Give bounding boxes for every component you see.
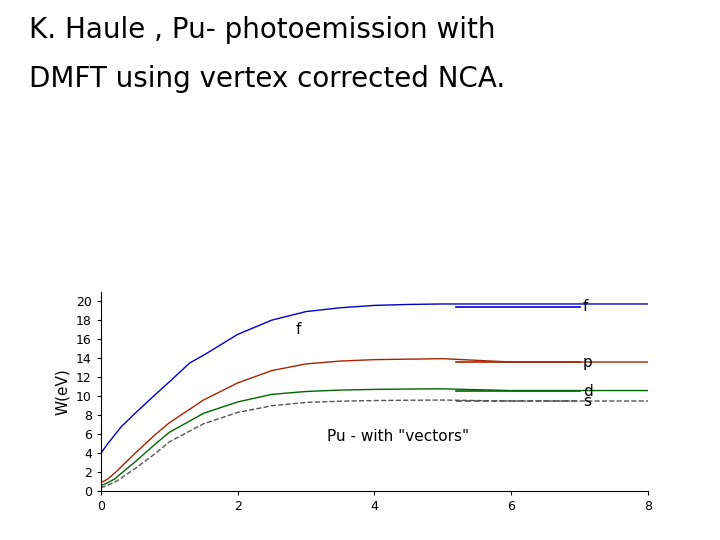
Text: Pu - with "vectors": Pu - with "vectors" xyxy=(327,429,469,444)
Text: p: p xyxy=(583,354,593,369)
Text: DMFT using vertex corrected NCA.: DMFT using vertex corrected NCA. xyxy=(29,65,505,93)
Text: s: s xyxy=(583,394,591,409)
Text: f: f xyxy=(583,299,588,314)
Text: d: d xyxy=(583,383,593,399)
Y-axis label: W(eV): W(eV) xyxy=(55,368,71,415)
Text: K. Haule , Pu- photoemission with: K. Haule , Pu- photoemission with xyxy=(29,16,495,44)
Text: f: f xyxy=(296,322,301,337)
